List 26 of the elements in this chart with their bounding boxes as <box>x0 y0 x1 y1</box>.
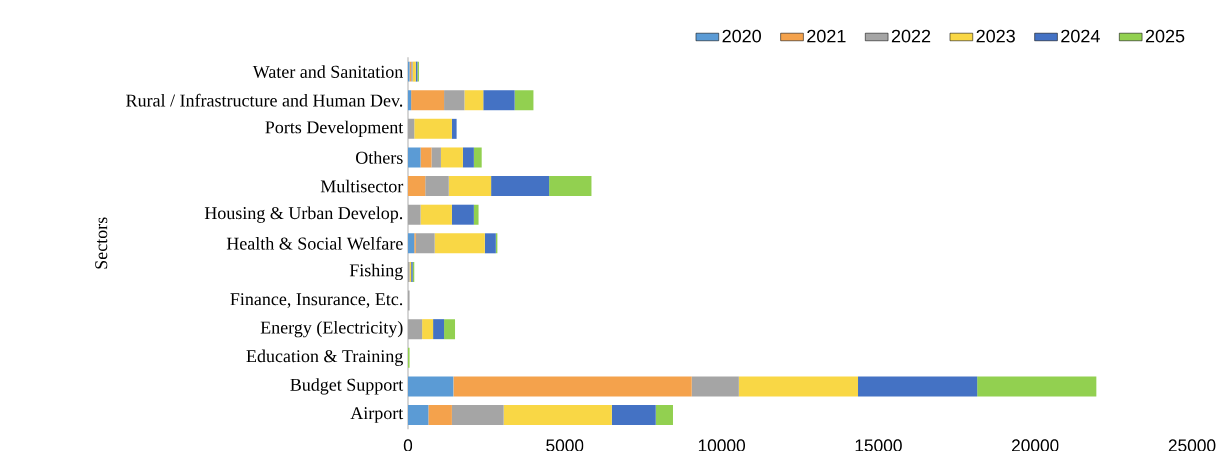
x-tick-label: 10000 <box>698 439 746 451</box>
y-tick-label: Budget Support <box>290 378 404 395</box>
x-tick-label: 5000 <box>546 439 584 451</box>
legend-label: 2022 <box>891 29 931 43</box>
x-tick-label: 0 <box>403 439 413 451</box>
y-tick-label: Rural / Infrastructure and Human Dev. <box>126 93 403 107</box>
legend-label: 2024 <box>1061 29 1100 43</box>
legend-label: 2025 <box>1145 29 1185 43</box>
y-tick-label: Airport <box>350 407 404 423</box>
x-tick-label: 15000 <box>855 439 902 451</box>
y-tick-label: Health & Social Welfare <box>226 236 403 250</box>
y-tick-label: Finance, Insurance, Etc. <box>230 293 403 308</box>
legend-label: 2023 <box>976 29 1015 43</box>
legend-label: 2020 <box>722 29 761 43</box>
y-tick-label: Housing & Urban Develop. <box>204 206 403 223</box>
x-tick-label: 20000 <box>1011 439 1059 451</box>
y-axis-title: Sectors <box>95 217 108 269</box>
y-tick-label: Fishing <box>349 263 403 281</box>
x-tick-label: 25000 <box>1168 439 1216 451</box>
legend-label: 2021 <box>807 29 846 43</box>
y-tick-label: Energy (Electricity) <box>260 320 403 338</box>
y-tick-label: Ports Development <box>265 120 404 137</box>
y-tick-label: Water and Sanitation <box>252 65 404 78</box>
y-tick-label: Multisector <box>320 179 404 193</box>
y-tick-label: Others <box>356 151 403 164</box>
y-tick-label: Education & Training <box>246 349 403 366</box>
